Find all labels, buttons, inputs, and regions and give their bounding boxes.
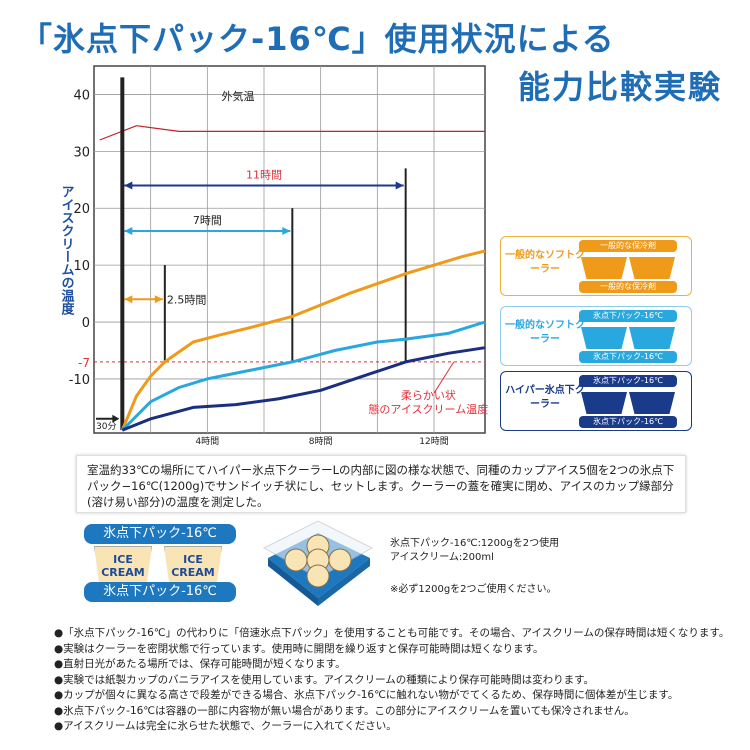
y-tick-label: 40 xyxy=(73,88,90,103)
legend-label: 一般的なソフトクーラー xyxy=(505,320,585,345)
duration-label: 2.5時間 xyxy=(167,293,207,306)
cup-icon xyxy=(581,257,627,279)
cup-icon xyxy=(629,392,675,414)
note-item: ●「氷点下パック-16℃」の代わりに「倍速氷点下パック」を使用することも可能です… xyxy=(54,627,730,639)
y-tick-label: -10 xyxy=(69,373,90,388)
pack-label-bottom: 氷点下パック-16℃ xyxy=(84,582,236,602)
y-tick-label: 30 xyxy=(73,145,90,160)
note-item: ●直射日光があたる場所では、保存可能時間が短くなります。 xyxy=(54,658,346,670)
note-item: ●氷点下パック-16℃は容器の一部に内容物が無い場合があります。この部分にアイス… xyxy=(54,704,635,717)
arrowhead xyxy=(154,295,163,304)
threshold-label: -7 xyxy=(78,356,90,370)
arrowhead xyxy=(395,181,404,190)
legend-item: 一般的なソフトクーラー 氷点下パック-16℃ 氷点下パック-16℃ xyxy=(500,306,692,366)
info-icecream: アイスクリーム:200ml xyxy=(390,552,494,563)
arrowhead xyxy=(124,227,133,236)
legend-label: 一般的なソフトクーラー xyxy=(505,250,585,275)
experiment-description: 室温約33℃の場所にてハイパー氷点下クーラーLの内部に図の様な状態で、同種のカッ… xyxy=(76,455,686,513)
pack-bottom: 氷点下パック-16℃ xyxy=(579,416,677,428)
pack-top: 一般的な保冷剤 xyxy=(579,240,677,252)
pack-top: 氷点下パック-16℃ xyxy=(579,310,677,322)
pack-bottom: 一般的な保冷剤 xyxy=(579,281,677,293)
y-axis-label: アイスクリームの温度 xyxy=(59,185,75,316)
start-arrowhead xyxy=(112,414,120,423)
info-note: ※必ず1200gを2つご使用ください。 xyxy=(390,584,557,595)
outside-temp-label: 外気温 xyxy=(222,89,255,103)
legend-label: ハイパー氷点下クーラー xyxy=(505,385,585,410)
series-line xyxy=(120,249,486,431)
notes-list: ●「氷点下パック-16℃」の代わりに「倍速氷点下パック」を使用することも可能です… xyxy=(54,626,734,735)
start-label: 30分 xyxy=(96,421,116,432)
arrowhead xyxy=(124,295,133,304)
series-line xyxy=(121,320,486,432)
legend-item: 一般的なソフトクーラー 一般的な保冷剤 一般的な保冷剤 xyxy=(500,236,692,296)
plot-area xyxy=(93,65,486,434)
pack-top: 氷点下パック-16℃ xyxy=(579,375,677,387)
x-tick-label: 8時間 xyxy=(309,436,333,447)
x-tick-label: 12時間 xyxy=(419,436,448,447)
cooler-illustration xyxy=(262,520,374,606)
y-tick-label: 20 xyxy=(73,202,90,217)
legend-item: ハイパー氷点下クーラー 氷点下パック-16℃ 氷点下パック-16℃ xyxy=(500,371,692,431)
title-line2: 能力比較実験 xyxy=(517,68,722,106)
cup-icon xyxy=(629,257,675,279)
threshold-annotation: 態のアイスクリーム温度 xyxy=(368,402,488,416)
pack-label-top: 氷点下パック-16℃ xyxy=(84,524,236,544)
threshold-annotation: 柔らかい状 xyxy=(401,388,456,402)
pack-bottom: 氷点下パック-16℃ xyxy=(579,351,677,363)
note-item: ●実験では紙製カップのバニラアイスを使用しています。アイスクリームの種類により保… xyxy=(54,673,595,686)
note-item: ●カップが個々に異なる高さで段差ができる場合、氷点下パック-16℃に触れない物が… xyxy=(54,689,679,701)
info-pack: 氷点下パック-16℃:1200gを2つ使用 xyxy=(390,538,560,549)
cup-icon xyxy=(629,327,675,349)
cup-icon xyxy=(581,392,627,414)
cup-icon xyxy=(581,327,627,349)
arrowhead xyxy=(282,227,291,236)
x-tick-label: 4時間 xyxy=(195,436,219,447)
arrowhead xyxy=(124,181,133,190)
y-tick-label: 0 xyxy=(82,316,90,331)
annotation-pointer xyxy=(433,361,455,394)
duration-label: 7時間 xyxy=(193,214,222,227)
ice-cream-cup: ICE CREAM xyxy=(164,546,222,588)
note-item: ●実験はクーラーを密閉状態で行っています。使用時に開閉を繰り返すと保存可能時間は… xyxy=(54,642,544,655)
title-line1: 「氷点下パック-16℃」使用状況による xyxy=(20,20,615,58)
series-line xyxy=(121,346,486,432)
outside-temp-line xyxy=(99,125,485,141)
note-item: ●アイスクリームは完全に氷らせた状態で、クーラーに入れてください。 xyxy=(54,720,397,732)
duration-label: 11時間 xyxy=(246,168,282,181)
y-tick-label: 10 xyxy=(73,259,90,274)
